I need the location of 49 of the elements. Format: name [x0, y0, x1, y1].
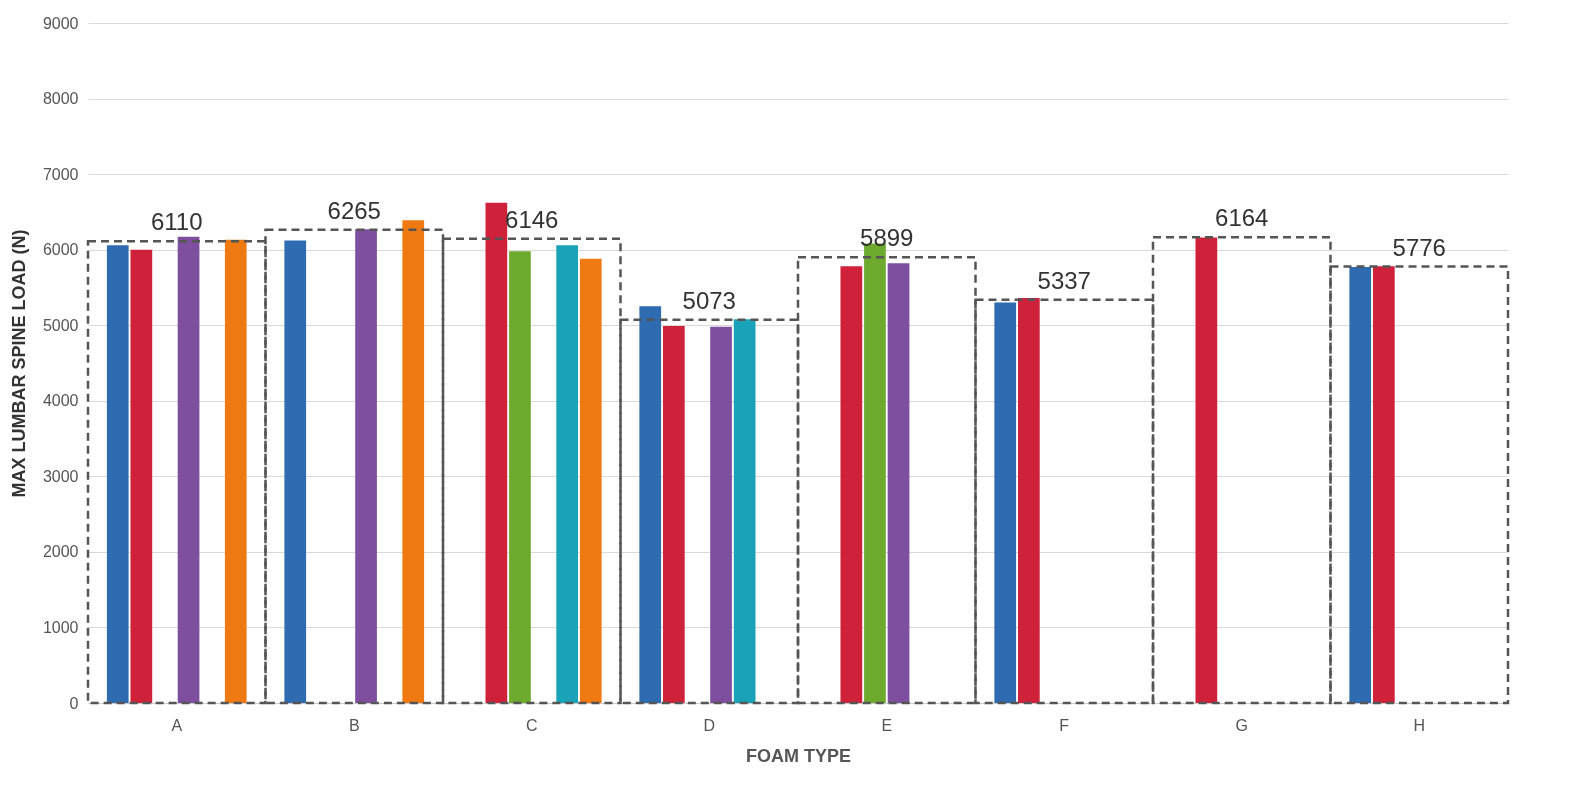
bar	[1372, 266, 1395, 703]
y-tick-label: 6000	[42, 241, 79, 259]
bar	[1195, 237, 1218, 703]
x-axis-title: FOAM TYPE	[745, 745, 852, 766]
bar	[402, 220, 425, 703]
bar	[840, 266, 863, 703]
data-label: 5899	[860, 224, 914, 252]
y-tick-label: 3000	[42, 467, 79, 485]
bar	[710, 326, 732, 703]
data-label: 6164	[1215, 204, 1269, 232]
x-tick-label: E	[881, 716, 893, 734]
y-tick-label: 2000	[42, 543, 79, 561]
y-tick-label: 7000	[42, 165, 79, 183]
data-label: 6110	[150, 208, 203, 236]
y-tick-label: 9000	[42, 14, 79, 32]
bar	[130, 249, 153, 703]
bar	[556, 245, 579, 703]
data-label: 5073	[682, 286, 736, 314]
y-tick-label: 0	[69, 694, 79, 712]
y-tick-label: 4000	[42, 392, 79, 410]
bar	[1349, 267, 1372, 703]
bar	[355, 229, 377, 703]
data-label: 6265	[327, 196, 381, 224]
data-label: 5337	[1037, 266, 1091, 294]
bar	[1017, 298, 1040, 703]
bar	[994, 302, 1017, 703]
x-tick-label: B	[348, 716, 360, 734]
bar	[733, 319, 756, 703]
bar	[106, 245, 129, 703]
x-tick-label: A	[171, 716, 183, 734]
y-tick-label: 8000	[42, 90, 79, 108]
bar	[639, 306, 662, 703]
y-axis-title: MAX LUMBAR SPINE LOAD (N)	[8, 229, 29, 498]
data-label: 5776	[1392, 233, 1446, 261]
bar	[662, 325, 685, 703]
y-tick-label: 5000	[42, 316, 79, 334]
bar	[177, 236, 200, 703]
bar	[224, 239, 247, 703]
x-tick-label: C	[525, 716, 538, 734]
bar	[485, 202, 508, 703]
bar	[284, 240, 307, 703]
bar	[887, 263, 910, 703]
x-tick-label: G	[1235, 716, 1248, 734]
x-tick-label: H	[1413, 716, 1426, 734]
bar	[579, 258, 602, 703]
y-tick-label: 1000	[42, 618, 79, 636]
x-tick-label: D	[703, 716, 716, 734]
x-tick-label: F	[1059, 716, 1070, 734]
bar	[509, 251, 531, 703]
